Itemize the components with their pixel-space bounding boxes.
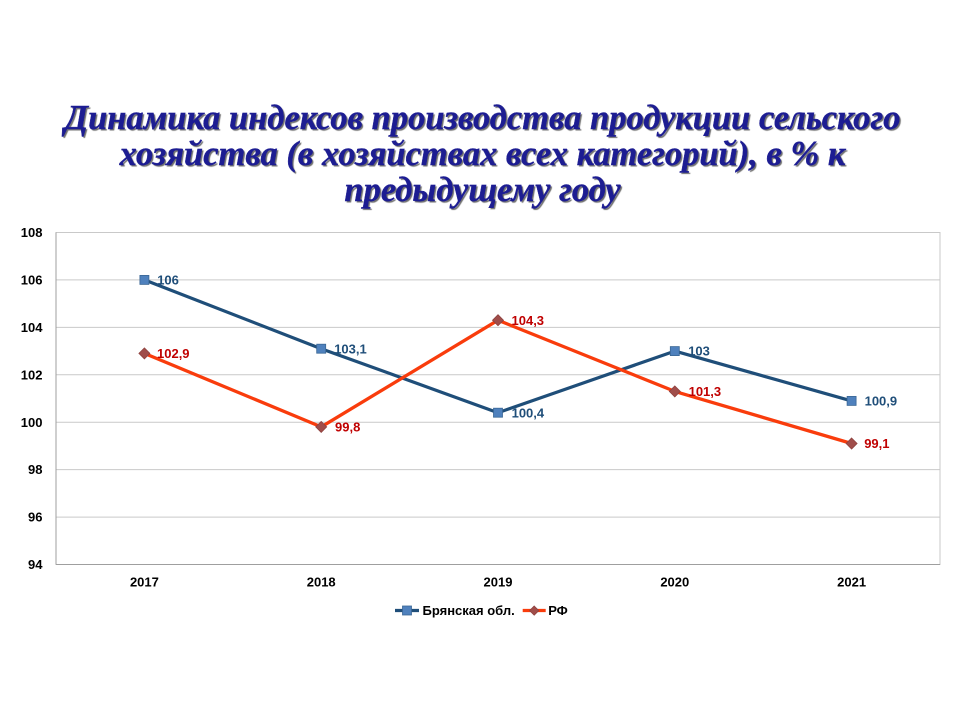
svg-text:96: 96 (28, 510, 42, 525)
svg-text:2020: 2020 (660, 574, 689, 589)
svg-text:101,3: 101,3 (689, 384, 722, 399)
svg-text:98: 98 (28, 462, 42, 477)
svg-text:108: 108 (21, 225, 43, 240)
svg-text:104,3: 104,3 (512, 313, 545, 328)
svg-text:2018: 2018 (307, 574, 336, 589)
svg-text:100,9: 100,9 (865, 394, 898, 409)
svg-text:106: 106 (157, 273, 179, 288)
svg-text:2019: 2019 (484, 574, 513, 589)
svg-text:99,8: 99,8 (335, 420, 360, 435)
svg-text:2017: 2017 (130, 574, 159, 589)
svg-text:104: 104 (21, 320, 43, 335)
svg-text:102: 102 (21, 367, 43, 382)
svg-text:100,4: 100,4 (512, 405, 545, 420)
svg-text:100: 100 (21, 415, 43, 430)
svg-text:94: 94 (28, 557, 43, 572)
svg-text:РФ: РФ (548, 603, 568, 618)
svg-text:2021: 2021 (837, 574, 866, 589)
svg-text:Брянская обл.: Брянская обл. (423, 603, 515, 618)
svg-text:103: 103 (688, 344, 710, 359)
svg-text:102,9: 102,9 (157, 346, 190, 361)
svg-text:99,1: 99,1 (864, 436, 889, 451)
svg-text:103,1: 103,1 (334, 341, 367, 356)
svg-text:106: 106 (21, 273, 43, 288)
